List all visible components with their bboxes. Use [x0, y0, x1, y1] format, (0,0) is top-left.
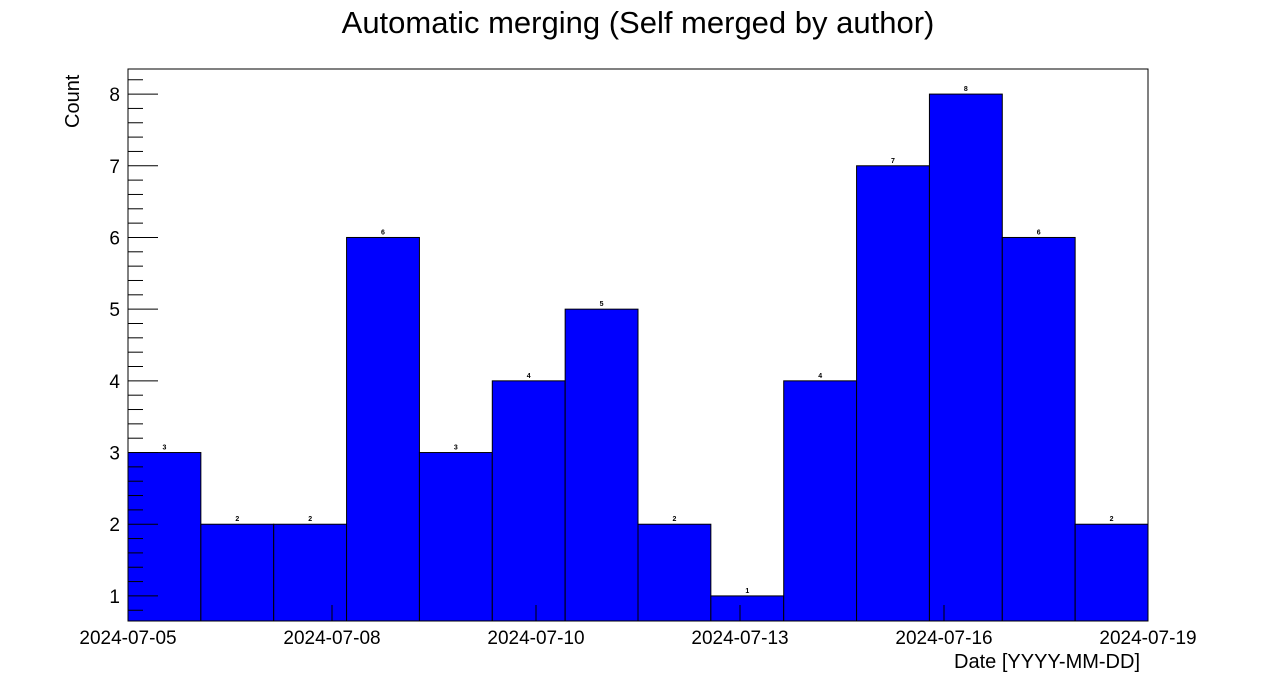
x-tick-label: 2024-07-10: [487, 628, 584, 649]
histogram-bar: [127, 452, 202, 622]
x-axis-ticks: 2024-07-05 2024-07-08 2024-07-10 2024-07-13…: [79, 605, 1197, 649]
histogram-bar: [856, 165, 930, 622]
bar-value-label: 6: [1037, 229, 1041, 236]
x-tick-label: 2024-07-13: [691, 628, 788, 649]
bar-value-label: 4: [818, 373, 822, 380]
bar-value-label: 3: [454, 445, 458, 452]
bar-value-label: 2: [308, 516, 312, 523]
y-axis-ticks: 1 2 3 4 5 6 7 8: [109, 79, 158, 611]
bar-value-label: 1: [745, 588, 749, 595]
histogram-bar: [273, 523, 348, 622]
histogram-bar: [1074, 523, 1149, 622]
plot-frame: [127, 68, 1149, 622]
histogram-bar: [564, 308, 639, 622]
histogram-bar: [928, 93, 1003, 622]
bar-value-label: 2: [235, 516, 239, 523]
histogram-bar: [200, 523, 275, 622]
histogram-bar: [783, 380, 858, 622]
x-tick-label: 2024-07-08: [283, 628, 380, 649]
y-tick-label: 8: [109, 85, 120, 106]
x-tick-label: 2024-07-16: [895, 628, 992, 649]
bars-group: [127, 93, 1149, 622]
bar-value-label: 6: [381, 229, 385, 236]
histogram-bar: [418, 452, 493, 622]
bar-value-label: 2: [672, 516, 676, 523]
bar-value-label: 5: [600, 301, 604, 308]
y-tick-label: 1: [109, 587, 120, 608]
y-tick-label: 5: [109, 300, 120, 321]
y-tick-label: 7: [109, 157, 120, 178]
y-tick-label: 3: [109, 444, 120, 465]
histogram-bar: [710, 595, 785, 622]
y-axis-label: Count: [62, 74, 84, 128]
bar-labels-group: 3 2 2 6 3 4 5 2 1 4 7 8 6 2: [162, 86, 1113, 595]
bar-value-label: 7: [891, 158, 895, 165]
x-tick-label: 2024-07-05: [79, 628, 176, 649]
bar-value-label: 4: [527, 373, 531, 380]
bar-value-label: 8: [964, 86, 968, 93]
bar-value-label: 3: [162, 445, 166, 452]
chart-title: Automatic merging (Self merged by author…: [342, 5, 935, 40]
bar-value-label: 2: [1110, 516, 1114, 523]
y-tick-label: 6: [109, 228, 120, 249]
x-tick-label: 2024-07-19: [1099, 628, 1196, 649]
y-tick-label: 4: [109, 372, 120, 393]
histogram-bar: [637, 523, 712, 622]
histogram-bar: [1001, 236, 1076, 622]
histogram-bar: [491, 380, 566, 622]
y-tick-label: 2: [109, 515, 120, 536]
histogram-bar: [346, 236, 420, 622]
x-axis-label: Date [YYYY-MM-DD]: [954, 651, 1140, 673]
